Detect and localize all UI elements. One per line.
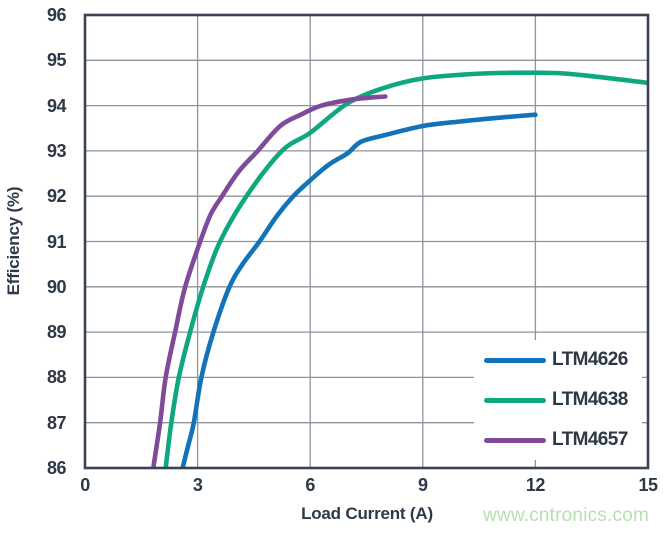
y-tick-label: 91 (46, 231, 67, 252)
y-tick-label: 95 (46, 50, 67, 71)
legend-swatch (484, 357, 546, 363)
x-axis-label: Load Current (A) (301, 504, 433, 523)
x-tick-label: 9 (418, 475, 428, 495)
y-tick-label: 93 (46, 140, 67, 161)
y-tick-label: 90 (46, 276, 67, 297)
legend-swatch (484, 437, 546, 443)
legend-item: LTM4657 (474, 420, 642, 460)
x-tick-label: 15 (638, 475, 658, 495)
legend: LTM4626 LTM4638 LTM4657 (474, 340, 642, 460)
legend-label: LTM4657 (552, 429, 628, 450)
y-tick-label: 96 (46, 5, 67, 25)
watermark: www.cntronics.com (483, 505, 649, 526)
y-tick-label: 87 (46, 412, 67, 433)
x-tick-label: 0 (80, 475, 90, 495)
x-tick-label: 3 (192, 475, 203, 495)
x-tick-label: 6 (305, 475, 315, 495)
y-tick-label: 89 (46, 322, 67, 343)
y-tick-label: 92 (46, 186, 67, 207)
legend-item: LTM4626 (474, 340, 642, 380)
x-tick-label: 12 (525, 475, 546, 495)
legend-label: LTM4626 (552, 349, 628, 370)
legend-item: LTM4638 (474, 380, 642, 420)
y-tick-label: 88 (46, 367, 67, 388)
legend-label: LTM4638 (552, 389, 628, 410)
y-tick-label: 94 (46, 95, 67, 116)
legend-swatch (484, 397, 546, 403)
y-tick-label: 86 (46, 458, 67, 478)
